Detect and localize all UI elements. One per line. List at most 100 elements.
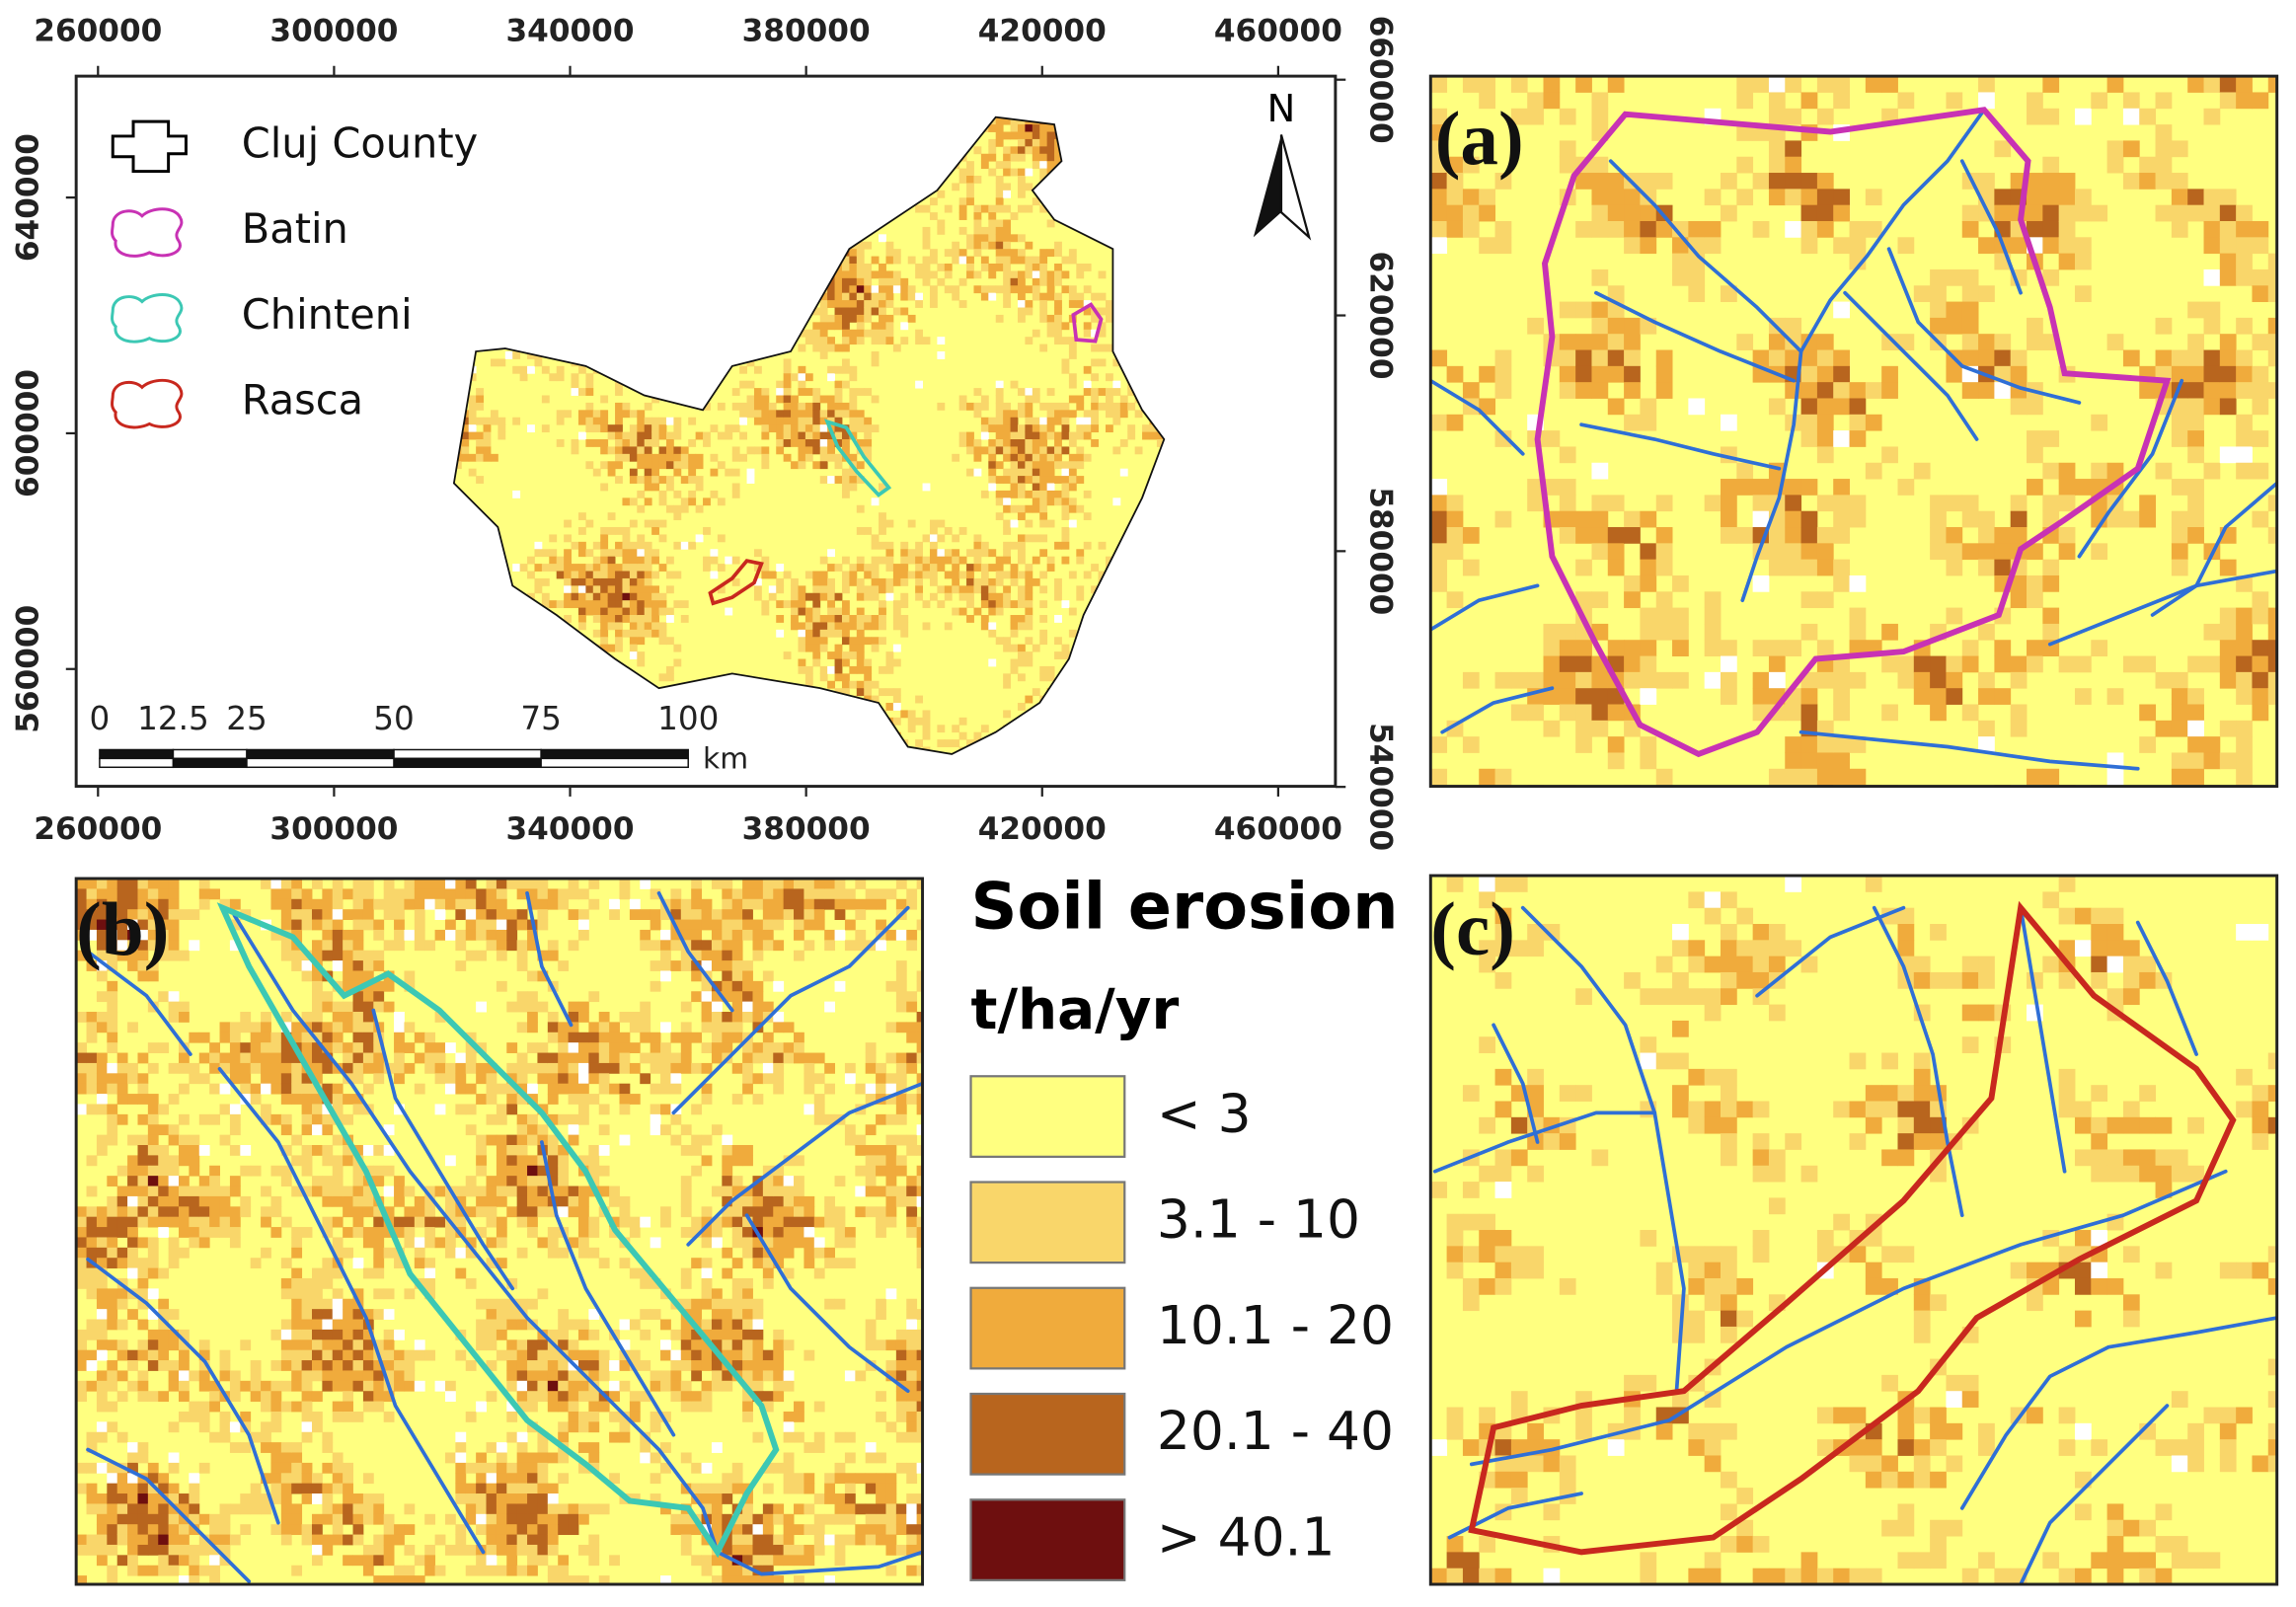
raster-cell xyxy=(1752,76,1770,93)
raster-cell xyxy=(1768,140,1786,158)
raster-cell xyxy=(527,556,535,565)
raster-cell xyxy=(1768,655,1786,673)
raster-cell xyxy=(995,241,1004,250)
raster-cell xyxy=(1017,468,1026,477)
raster-cell xyxy=(841,256,850,265)
raster-cell xyxy=(189,1195,200,1207)
raster-cell xyxy=(841,344,850,352)
raster-cell xyxy=(198,1216,210,1228)
raster-cell xyxy=(746,402,755,411)
raster-cell xyxy=(1061,527,1070,535)
raster-cell xyxy=(688,476,697,484)
raster-cell xyxy=(1978,349,1995,367)
raster-cell xyxy=(127,950,138,961)
raster-cell xyxy=(96,1022,108,1033)
raster-cell xyxy=(1575,704,1592,722)
raster-cell xyxy=(827,373,836,382)
raster-cell xyxy=(966,577,974,586)
raster-cell xyxy=(1083,322,1092,331)
raster-cell xyxy=(812,337,821,345)
raster-cell xyxy=(1575,688,1592,705)
raster-cell xyxy=(116,1083,128,1095)
raster-cell xyxy=(980,725,989,733)
raster-cell xyxy=(783,571,792,579)
raster-cell xyxy=(1640,543,1657,561)
raster-cell xyxy=(209,1380,220,1392)
raster-cell xyxy=(2267,349,2277,367)
raster-cell xyxy=(1833,237,1850,255)
raster-cell xyxy=(497,424,506,433)
raster-cell xyxy=(1076,424,1085,433)
raster-cell xyxy=(2091,640,2108,656)
raster-cell xyxy=(651,439,659,447)
raster-cell xyxy=(147,1339,159,1351)
raster-cell xyxy=(476,395,484,404)
raster-cell xyxy=(841,329,850,338)
raster-cell xyxy=(812,388,821,396)
raster-cell xyxy=(86,960,98,971)
raster-cell xyxy=(2139,655,2157,673)
raster-cell xyxy=(1624,220,1641,238)
raster-cell xyxy=(658,519,667,528)
raster-cell xyxy=(892,249,901,258)
raster-cell xyxy=(980,417,989,425)
raster-cell xyxy=(96,960,108,971)
raster-cell xyxy=(168,1195,180,1207)
raster-cell xyxy=(1640,237,1657,255)
raster-cell xyxy=(1994,189,2012,206)
raster-cell xyxy=(2058,253,2076,270)
raster-cell xyxy=(2122,92,2140,110)
raster-cell xyxy=(240,1012,252,1023)
raster-cell xyxy=(1083,453,1092,462)
raster-cell xyxy=(2027,768,2043,786)
raster-cell xyxy=(571,380,579,389)
raster-cell xyxy=(922,241,931,250)
raster-cell xyxy=(658,534,667,543)
raster-cell xyxy=(973,219,982,228)
raster-cell xyxy=(1046,424,1055,433)
raster-cell xyxy=(1010,564,1019,572)
raster-cell xyxy=(600,556,609,565)
raster-cell xyxy=(2203,623,2221,641)
raster-cell xyxy=(966,264,974,271)
raster-cell xyxy=(1607,752,1625,770)
raster-cell xyxy=(116,1555,128,1567)
raster-cell xyxy=(922,556,931,565)
raster-cell xyxy=(137,1206,149,1218)
raster-cell xyxy=(1003,116,1012,125)
raster-cell xyxy=(1017,703,1026,711)
raster-cell xyxy=(2203,317,2221,335)
raster-cell xyxy=(966,446,974,455)
raster-cell xyxy=(834,476,843,484)
raster-cell xyxy=(1054,153,1062,162)
raster-cell xyxy=(819,410,828,419)
raster-cell xyxy=(834,453,843,462)
raster-cell xyxy=(937,264,946,271)
raster-cell xyxy=(2219,92,2237,110)
raster-cell xyxy=(168,909,180,921)
raster-cell xyxy=(137,1319,149,1331)
raster-cell xyxy=(973,534,982,543)
raster-cell xyxy=(96,1380,108,1392)
raster-cell xyxy=(834,651,843,659)
raster-cell xyxy=(791,600,799,609)
raster-cell xyxy=(988,168,997,177)
raster-cell xyxy=(1068,292,1077,301)
raster-cell xyxy=(1430,543,1448,561)
raster-cell xyxy=(229,1062,241,1074)
raster-cell xyxy=(1833,349,1850,367)
raster-cell xyxy=(2236,76,2253,93)
raster-cell xyxy=(1640,736,1657,753)
raster-cell xyxy=(1865,414,1882,431)
raster-cell xyxy=(864,592,873,601)
raster-cell xyxy=(1833,76,1850,93)
raster-cell xyxy=(2042,189,2060,206)
raster-cell xyxy=(812,461,821,470)
raster-cell xyxy=(1017,190,1026,198)
raster-cell xyxy=(768,410,777,419)
raster-cell xyxy=(301,1083,313,1095)
raster-cell xyxy=(198,1032,210,1043)
raster-cell xyxy=(1833,495,1850,512)
raster-cell xyxy=(1046,519,1055,528)
raster-cell xyxy=(995,204,1004,213)
